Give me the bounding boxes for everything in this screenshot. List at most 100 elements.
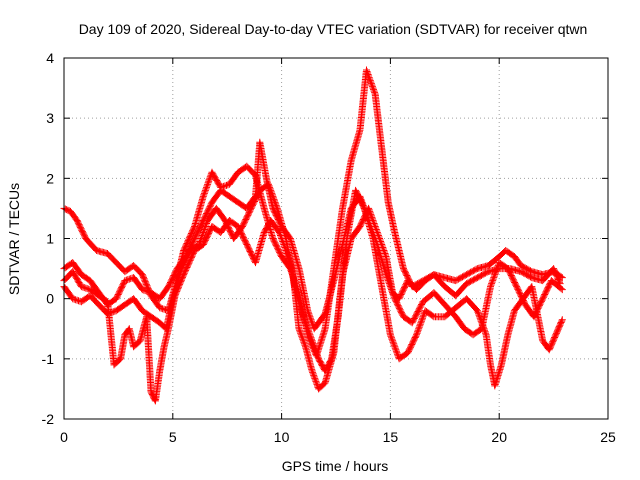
data-point bbox=[312, 349, 320, 357]
y-tick-label: 3 bbox=[46, 110, 54, 126]
data-point bbox=[363, 68, 371, 75]
data-point bbox=[277, 232, 284, 239]
series-track-d bbox=[60, 204, 564, 405]
y-tick-label: 4 bbox=[46, 50, 54, 66]
data-point bbox=[189, 249, 197, 257]
data-point bbox=[190, 224, 198, 232]
data-point bbox=[265, 180, 272, 188]
data-point bbox=[481, 326, 488, 334]
data-point bbox=[310, 373, 318, 381]
data-point bbox=[487, 281, 495, 289]
data-point bbox=[488, 278, 496, 286]
data-point bbox=[183, 240, 191, 247]
data-point bbox=[475, 310, 482, 318]
data-point bbox=[366, 75, 374, 83]
x-tick-label: 0 bbox=[60, 429, 68, 445]
data-point bbox=[371, 221, 379, 229]
data-point bbox=[189, 251, 197, 259]
data-point bbox=[271, 197, 278, 205]
data-point bbox=[275, 229, 283, 236]
data-point bbox=[304, 325, 312, 333]
data-point bbox=[360, 203, 368, 211]
data-point bbox=[272, 200, 280, 208]
data-point bbox=[372, 224, 380, 232]
data-point bbox=[185, 259, 193, 267]
data-point bbox=[414, 326, 422, 334]
data-point bbox=[299, 335, 307, 343]
data-point bbox=[379, 245, 387, 253]
data-point bbox=[288, 263, 296, 271]
data-point bbox=[390, 341, 398, 349]
data-point bbox=[558, 317, 566, 325]
data-point bbox=[415, 323, 423, 331]
data-point bbox=[308, 317, 315, 325]
data-point bbox=[297, 329, 305, 337]
data-point bbox=[309, 368, 317, 376]
data-point bbox=[416, 320, 424, 328]
data-point bbox=[269, 194, 277, 202]
data-point bbox=[393, 349, 401, 357]
data-point bbox=[186, 232, 194, 240]
data-point bbox=[473, 307, 481, 315]
x-tick-label: 10 bbox=[274, 429, 290, 445]
data-point bbox=[377, 238, 385, 245]
data-point bbox=[200, 191, 208, 199]
data-point bbox=[285, 256, 293, 264]
data-point bbox=[305, 311, 313, 319]
axis-ticks bbox=[63, 57, 609, 420]
data-point bbox=[366, 207, 374, 215]
data-point bbox=[279, 239, 287, 247]
data-point bbox=[267, 186, 275, 194]
data-point bbox=[284, 253, 292, 261]
data-point bbox=[374, 232, 382, 239]
data-point bbox=[557, 285, 565, 293]
x-tick-label: 25 bbox=[600, 429, 616, 445]
data-point bbox=[201, 223, 209, 230]
y-axis-label: SDTVAR / TECUs bbox=[6, 183, 22, 295]
data-point bbox=[172, 289, 180, 297]
data-point bbox=[278, 236, 286, 244]
y-tick-label: -1 bbox=[42, 351, 55, 367]
data-point bbox=[295, 325, 303, 333]
data-point bbox=[556, 278, 563, 286]
data-point bbox=[376, 235, 383, 242]
x-tick-label: 5 bbox=[169, 429, 177, 445]
data-point bbox=[311, 376, 319, 384]
data-point bbox=[302, 319, 309, 327]
data-point bbox=[306, 332, 314, 340]
data-point bbox=[479, 323, 487, 331]
data-point bbox=[203, 183, 210, 191]
data-point bbox=[558, 286, 566, 294]
data-point bbox=[280, 242, 288, 250]
data-point bbox=[387, 332, 395, 340]
data-point bbox=[268, 189, 276, 197]
data-point bbox=[478, 320, 486, 328]
data-point bbox=[476, 313, 484, 321]
data-point bbox=[388, 335, 396, 343]
data-point bbox=[308, 335, 315, 343]
data-point bbox=[380, 248, 388, 256]
x-tick-label: 15 bbox=[383, 429, 399, 445]
data-point bbox=[370, 86, 377, 94]
data-point bbox=[205, 176, 213, 184]
data-point bbox=[203, 220, 210, 227]
data-point bbox=[371, 89, 379, 97]
data-point bbox=[300, 316, 308, 324]
data-point bbox=[365, 204, 373, 212]
x-tick-label: 20 bbox=[491, 429, 507, 445]
data-point bbox=[312, 379, 320, 387]
data-point bbox=[368, 83, 376, 91]
data-point bbox=[305, 329, 313, 337]
data-point bbox=[182, 266, 190, 274]
data-point bbox=[365, 72, 373, 80]
data-point bbox=[558, 316, 566, 324]
data-point bbox=[300, 340, 308, 348]
data-point bbox=[368, 215, 376, 223]
data-point bbox=[283, 250, 291, 257]
data-point bbox=[378, 242, 386, 250]
data-point bbox=[309, 338, 317, 346]
y-tick-label: 0 bbox=[46, 291, 54, 307]
data-point bbox=[413, 331, 420, 339]
series-track-a bbox=[60, 66, 566, 360]
